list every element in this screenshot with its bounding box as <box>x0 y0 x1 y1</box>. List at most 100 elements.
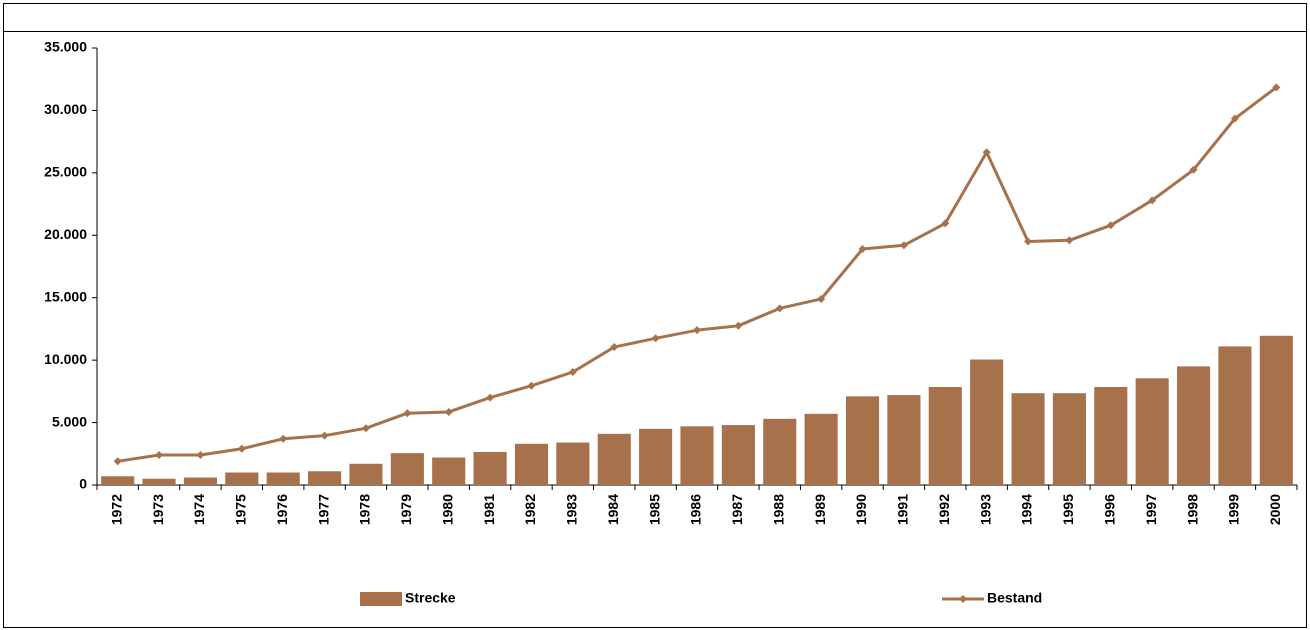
bar <box>680 426 714 485</box>
chart-frame <box>3 3 1307 628</box>
marker <box>155 451 164 460</box>
marker <box>858 245 867 254</box>
marker <box>113 457 122 466</box>
marker <box>651 334 660 343</box>
bar <box>266 472 300 485</box>
marker <box>941 219 950 228</box>
marker <box>1189 165 1198 174</box>
marker <box>486 393 495 402</box>
marker <box>320 431 329 440</box>
x-tick-label: 2000 <box>1267 494 1283 525</box>
bar <box>1135 378 1169 485</box>
bar <box>1177 366 1211 485</box>
marker <box>237 444 246 453</box>
bar <box>887 395 921 485</box>
x-tick-label: 1979 <box>398 494 414 525</box>
x-tick-label: 1994 <box>1019 494 1035 525</box>
bar <box>142 478 176 485</box>
bar <box>1052 393 1086 485</box>
marker <box>775 304 784 313</box>
bar <box>597 433 631 485</box>
y-tick-label: 30.000 <box>44 101 87 117</box>
bar <box>349 463 383 485</box>
marker <box>279 434 288 443</box>
x-tick-label: 1983 <box>564 494 580 525</box>
marker <box>1230 114 1239 123</box>
marker <box>1148 196 1157 205</box>
marker <box>196 451 205 460</box>
bar <box>101 476 135 485</box>
y-tick-label: 10.000 <box>44 351 87 367</box>
bar <box>1259 335 1293 485</box>
legend-label: Bestand <box>987 590 1042 606</box>
bar <box>390 453 424 485</box>
x-tick-label: 1975 <box>233 494 249 525</box>
x-tick-label: 1999 <box>1226 494 1242 525</box>
x-tick-label: 1987 <box>729 494 745 525</box>
legend-marker <box>959 595 967 603</box>
marker <box>693 326 701 335</box>
y-tick-label: 0 <box>79 476 87 492</box>
bar <box>514 443 549 485</box>
x-tick-label: 1995 <box>1060 494 1076 525</box>
marker <box>1272 83 1281 92</box>
marker <box>568 368 577 377</box>
bar <box>928 386 962 485</box>
x-tick-label: 1972 <box>108 494 124 525</box>
marker <box>899 241 908 250</box>
marker <box>444 407 453 416</box>
bar <box>308 471 342 485</box>
x-tick-label: 1973 <box>150 494 166 525</box>
x-tick-label: 1990 <box>853 494 869 525</box>
x-tick-label: 1988 <box>770 494 786 525</box>
marker <box>1065 236 1074 245</box>
x-tick-label: 1998 <box>1184 494 1200 525</box>
marker <box>361 424 370 433</box>
bar <box>639 428 673 485</box>
x-tick-label: 1996 <box>1101 494 1117 525</box>
marker <box>734 321 743 330</box>
bar <box>473 451 507 485</box>
marker <box>1024 237 1033 246</box>
marker <box>1106 221 1115 230</box>
marker <box>527 381 536 390</box>
x-tick-label: 1977 <box>315 494 331 525</box>
bar <box>1218 346 1252 485</box>
bar <box>845 396 880 485</box>
bar <box>183 477 217 485</box>
x-tick-label: 1989 <box>812 494 828 525</box>
x-tick-label: 1997 <box>1143 494 1159 525</box>
x-tick-label: 1982 <box>522 494 538 525</box>
x-tick-label: 1976 <box>274 494 290 525</box>
x-tick-label: 1978 <box>357 494 373 525</box>
bar <box>970 359 1004 485</box>
x-tick-label: 1992 <box>936 494 952 525</box>
marker <box>982 148 991 157</box>
bar <box>432 457 466 485</box>
legend-swatch <box>360 592 402 606</box>
marker <box>610 343 619 352</box>
y-tick-label: 35.000 <box>44 39 87 55</box>
y-tick-label: 5.000 <box>52 413 87 429</box>
y-tick-label: 25.000 <box>44 164 87 180</box>
x-tick-label: 1986 <box>688 494 704 525</box>
x-tick-label: 1981 <box>481 494 497 525</box>
marker <box>817 294 826 303</box>
x-tick-label: 1980 <box>439 494 455 525</box>
y-tick-label: 20.000 <box>44 226 87 242</box>
x-tick-label: 1991 <box>895 494 911 525</box>
bar <box>225 472 259 485</box>
bar <box>763 418 797 485</box>
legend-label: Strecke <box>405 590 456 606</box>
y-tick-label: 15.000 <box>44 288 87 304</box>
bar <box>1011 393 1045 485</box>
bar <box>804 413 838 485</box>
x-tick-label: 1974 <box>191 494 207 525</box>
marker <box>403 409 412 418</box>
x-tick-label: 1985 <box>646 494 662 525</box>
bar <box>556 442 590 485</box>
x-tick-label: 1993 <box>977 494 993 525</box>
bar <box>1094 386 1128 485</box>
bar <box>721 425 755 485</box>
